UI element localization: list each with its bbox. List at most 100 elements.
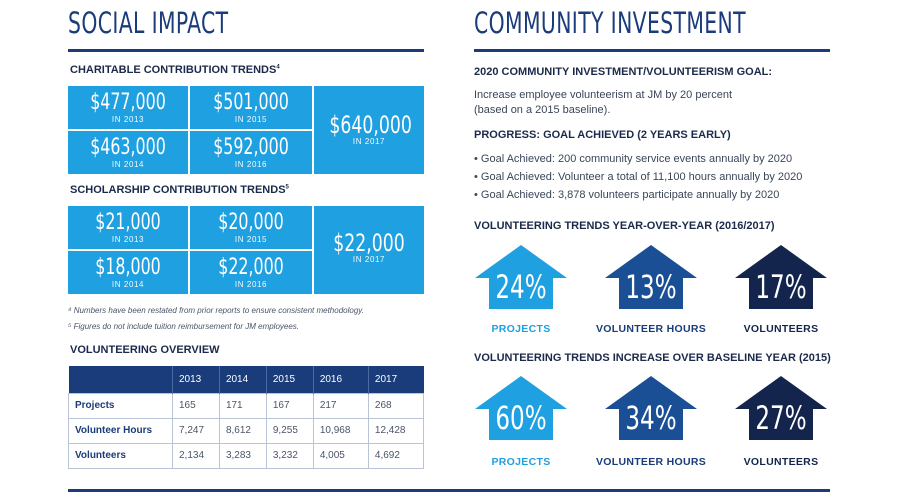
- row-label: Volunteer Hours: [68, 417, 173, 444]
- tile-year: IN 2015: [234, 115, 268, 124]
- yoy-heading: VOLUNTEERING TRENDS YEAR-OVER-YEAR (2016…: [474, 220, 775, 232]
- scholarship-tile-2013: $21,000 IN 2013: [68, 206, 188, 249]
- table-cell: 9,255: [265, 417, 314, 444]
- house-percent: 24%: [495, 268, 547, 306]
- baseline-projects-label: PROJECTS: [491, 456, 551, 468]
- charitable-heading-text: CHARITABLE CONTRIBUTION TRENDS: [70, 64, 277, 76]
- scholarship-tile-2014: $18,000 IN 2014: [68, 251, 188, 294]
- house-shape: [475, 376, 567, 440]
- baseline-projects-house-icon: 60%: [475, 376, 567, 440]
- scholarship-heading-text: SCHOLARSHIP CONTRIBUTION TRENDS: [70, 184, 286, 196]
- table-row: Volunteer Hours 7,247 8,612 9,255 10,968…: [68, 417, 425, 444]
- table-cell: 7,247: [172, 417, 220, 444]
- house-shape: [735, 245, 827, 309]
- house-shape: [475, 245, 567, 309]
- social-impact-title: SOCIAL IMPACT: [68, 6, 229, 40]
- yoy-volunteer-hours-house-icon: 13%: [605, 245, 697, 309]
- tile-year: IN 2014: [111, 160, 145, 169]
- scholarship-heading-footnote-mark: 5: [285, 184, 289, 191]
- table-header-row: 2013 2014 2015 2016 2017: [68, 366, 424, 393]
- charitable-tile-2014: $463,000 IN 2014: [68, 131, 188, 174]
- house-shape: [605, 245, 697, 309]
- community-investment-title: COMMUNITY INVESTMENT: [474, 6, 746, 40]
- goal-heading: 2020 COMMUNITY INVESTMENT/VOLUNTEERISM G…: [474, 66, 773, 78]
- tile-amount: $501,000: [213, 90, 289, 115]
- baseline-volunteers-label: VOLUNTEERS: [743, 456, 819, 468]
- table-cell: 3,232: [265, 442, 314, 469]
- scholarship-tile-2017: $22,000 IN 2017: [314, 206, 424, 294]
- yoy-volunteers-label: VOLUNTEERS: [743, 323, 819, 335]
- tile-year: IN 2014: [111, 280, 145, 289]
- tile-amount: $21,000: [95, 210, 161, 235]
- table-cell: 3,283: [218, 442, 267, 469]
- baseline-volunteers-house-icon: 27%: [735, 376, 827, 440]
- tile-amount: $20,000: [218, 210, 284, 235]
- tile-amount: $463,000: [90, 135, 166, 160]
- goal-text-line-2: (based on a 2015 baseline).: [474, 104, 611, 116]
- yoy-projects-house-icon: 24%: [475, 245, 567, 309]
- table-cell: 171: [218, 392, 267, 419]
- tile-amount: $18,000: [95, 255, 161, 280]
- tile-amount: $22,000: [333, 229, 405, 257]
- table-header-cell: 2013: [172, 366, 220, 393]
- table-cell: 12,428: [367, 417, 425, 444]
- table-header-cell: [68, 366, 173, 393]
- table-cell: 217: [312, 392, 369, 419]
- table-cell: 4,692: [367, 442, 425, 469]
- scholarship-heading: SCHOLARSHIP CONTRIBUTION TRENDS5: [70, 184, 289, 196]
- table-cell: 268: [367, 392, 425, 419]
- yoy-volunteer-hours-label: VOLUNTEER HOURS: [595, 323, 707, 335]
- tile-year: IN 2017: [352, 137, 386, 146]
- table-cell: 10,968: [312, 417, 369, 444]
- progress-bullet: • Goal Achieved: Volunteer a total of 11…: [474, 171, 803, 183]
- tile-amount: $640,000: [329, 111, 412, 139]
- charitable-tile-2017: $640,000 IN 2017: [314, 86, 424, 174]
- charitable-tile-2016: $592,000 IN 2016: [190, 131, 312, 174]
- table-header-cell: 2017: [367, 366, 424, 393]
- tile-year: IN 2017: [352, 255, 386, 264]
- goal-text-line-1: Increase employee volunteerism at JM by …: [474, 89, 733, 101]
- tile-amount: $22,000: [218, 255, 284, 280]
- row-label: Volunteers: [68, 442, 173, 469]
- table-row: Projects 165 171 167 217 268: [68, 392, 425, 419]
- baseline-heading: VOLUNTEERING TRENDS INCREASE OVER BASELI…: [474, 352, 831, 364]
- progress-bullet: • Goal Achieved: 200 community service e…: [474, 153, 793, 165]
- table-header-cell: 2015: [265, 366, 314, 393]
- house-percent: 13%: [625, 268, 677, 306]
- footnote-5: ⁵ Figures do not include tuition reimbur…: [68, 322, 300, 331]
- footnote-4: ⁴ Numbers have been restated from prior …: [68, 306, 364, 315]
- volunteering-overview-heading: VOLUNTEERING OVERVIEW: [70, 344, 220, 356]
- house-percent: 60%: [495, 399, 547, 437]
- house-percent: 17%: [755, 268, 807, 306]
- tile-year: IN 2016: [234, 280, 268, 289]
- baseline-volunteer-hours-house-icon: 34%: [605, 376, 697, 440]
- charitable-tile-2015: $501,000 IN 2015: [190, 86, 312, 129]
- tile-year: IN 2013: [111, 115, 145, 124]
- table-header-cell: 2014: [218, 366, 267, 393]
- tile-year: IN 2015: [234, 235, 268, 244]
- house-shape: [735, 376, 827, 440]
- tile-amount: $477,000: [90, 90, 166, 115]
- scholarship-tile-2016: $22,000 IN 2016: [190, 251, 312, 294]
- house-percent: 34%: [625, 399, 677, 437]
- progress-heading: PROGRESS: GOAL ACHIEVED (2 YEARS EARLY): [474, 129, 731, 141]
- house-shape: [605, 376, 697, 440]
- yoy-projects-label: PROJECTS: [491, 323, 551, 335]
- row-label: Projects: [68, 392, 173, 419]
- tile-year: IN 2013: [111, 235, 145, 244]
- volunteering-overview-table: 2013 2014 2015 2016 2017 Projects 165 17…: [68, 366, 425, 469]
- table-cell: 2,134: [172, 442, 220, 469]
- charitable-heading: CHARITABLE CONTRIBUTION TRENDS4: [70, 64, 280, 76]
- progress-bullet: • Goal Achieved: 3,878 volunteers partic…: [474, 189, 780, 201]
- house-percent: 27%: [755, 399, 807, 437]
- table-cell: 4,005: [312, 442, 369, 469]
- table-header-cell: 2016: [312, 366, 369, 393]
- social-impact-rule: [68, 49, 424, 52]
- scholarship-tile-2015: $20,000 IN 2015: [190, 206, 312, 249]
- table-cell: 165: [172, 392, 220, 419]
- table-row: Volunteers 2,134 3,283 3,232 4,005 4,692: [68, 442, 425, 469]
- tile-amount: $592,000: [213, 135, 289, 160]
- yoy-volunteers-house-icon: 17%: [735, 245, 827, 309]
- table-cell: 167: [265, 392, 314, 419]
- charitable-tile-2013: $477,000 IN 2013: [68, 86, 188, 129]
